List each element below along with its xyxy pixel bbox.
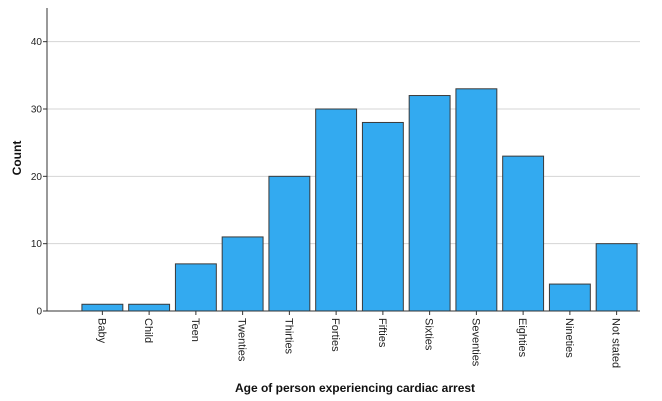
y-tick-label-0: 0 <box>36 307 42 318</box>
axes <box>46 8 640 312</box>
x-axis-title: Age of person experiencing cardiac arres… <box>235 381 475 395</box>
bar-forties <box>315 108 358 312</box>
bar-not-stated <box>595 243 638 312</box>
bars <box>81 88 638 312</box>
bar-seventies <box>455 88 498 312</box>
x-tick-label-teen: Teen <box>189 318 201 342</box>
y-tick-label-40: 40 <box>31 37 43 48</box>
bar-thirties <box>268 175 311 312</box>
x-tick-label-child: Child <box>142 318 154 343</box>
bar-eighties <box>502 155 545 312</box>
x-tick-label-eighties: Eighties <box>516 318 528 358</box>
y-tick-labels: 0 10 20 30 40 <box>31 37 47 318</box>
bar-teen <box>174 263 217 312</box>
y-tick-label-10: 10 <box>31 239 43 250</box>
bar-twenties <box>221 236 264 312</box>
bar-baby <box>81 303 124 312</box>
bar-nineties <box>548 283 591 312</box>
y-tick-label-30: 30 <box>31 105 43 116</box>
x-tick-label-baby: Baby <box>95 318 107 344</box>
x-tick-label-sixties: Sixties <box>423 318 435 351</box>
x-tick-label-nineties: Nineties <box>563 318 575 358</box>
x-tick-label-not-stated: Not stated <box>610 318 622 368</box>
x-tick-label-forties: Forties <box>329 318 341 352</box>
x-tick-label-fifties: Fifties <box>376 318 388 348</box>
bar-child <box>128 303 171 312</box>
y-tick-label-20: 20 <box>31 172 43 183</box>
bar-sixties <box>408 95 451 312</box>
x-tick-labels: Baby Child Teen Twenties Thirties Forties Fift… <box>95 311 622 368</box>
x-tick-label-thirties: Thirties <box>282 318 294 355</box>
y-axis-title: Count <box>10 141 24 176</box>
x-tick-label-twenties: Twenties <box>236 318 248 362</box>
bar-fifties <box>361 121 404 312</box>
x-tick-label-seventies: Seventies <box>469 318 481 367</box>
